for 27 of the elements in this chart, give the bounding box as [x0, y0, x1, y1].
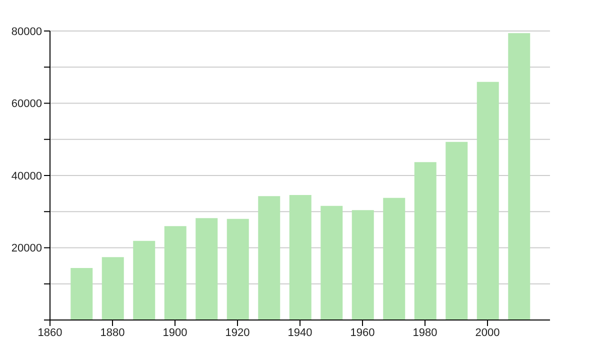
bar	[258, 196, 280, 320]
bar	[196, 218, 218, 320]
x-tick-label: 1980	[412, 326, 438, 339]
bar	[476, 82, 499, 320]
x-tick-label: 1920	[225, 326, 250, 339]
bar	[352, 210, 374, 320]
x-tick-label: 1900	[162, 326, 188, 339]
y-tick-label: 60000	[11, 98, 42, 110]
bar	[102, 257, 124, 320]
y-tick-label: 40000	[11, 170, 42, 182]
y-tick-label: 80000	[11, 26, 42, 38]
x-tick-label: 2000	[475, 326, 500, 339]
bar	[70, 268, 93, 320]
x-tick-label: 1960	[350, 326, 375, 339]
bar	[320, 206, 343, 320]
bar	[446, 142, 468, 320]
bar	[289, 195, 312, 320]
bar	[226, 218, 249, 320]
y-tick-label: 20000	[11, 242, 42, 255]
bar	[414, 162, 436, 320]
bar	[164, 226, 186, 320]
x-tick-label: 1860	[38, 326, 62, 339]
x-tick-label: 1940	[288, 326, 312, 339]
bar	[133, 240, 156, 320]
x-tick-label: 1880	[100, 326, 125, 339]
bar	[383, 198, 406, 320]
bar	[508, 33, 530, 320]
